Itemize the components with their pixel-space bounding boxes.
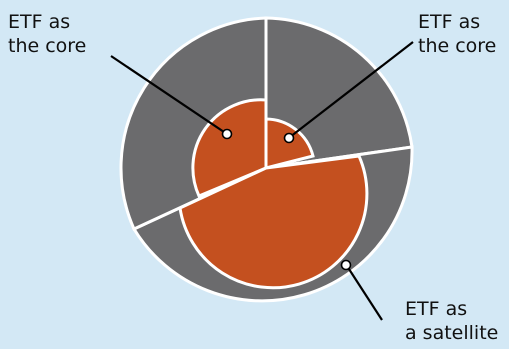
- label-etf-satellite: ETF as a satellite: [405, 297, 498, 345]
- label-etf-core-left: ETF as the core: [8, 10, 86, 58]
- label-line-1: ETF as: [418, 11, 481, 33]
- label-etf-core-right: ETF as the core: [418, 10, 496, 58]
- outer-segment-top-right: [264, 16, 414, 170]
- label-line-2: a satellite: [405, 322, 499, 344]
- label-line-2: the core: [418, 35, 497, 57]
- inner-segment-bottom: [178, 154, 369, 290]
- marker-dot-core-right: [283, 132, 295, 144]
- label-line-1: ETF as: [8, 11, 71, 33]
- leader-line-satellite: [346, 265, 383, 321]
- leader-line-core-right: [289, 41, 414, 138]
- label-line-2: the core: [8, 35, 87, 57]
- leader-line-core-left: [110, 55, 225, 133]
- label-line-1: ETF as: [405, 298, 468, 320]
- inner-segment-top-right: [264, 117, 315, 170]
- marker-dot-core-left: [221, 128, 233, 140]
- marker-dot-satellite: [340, 259, 352, 271]
